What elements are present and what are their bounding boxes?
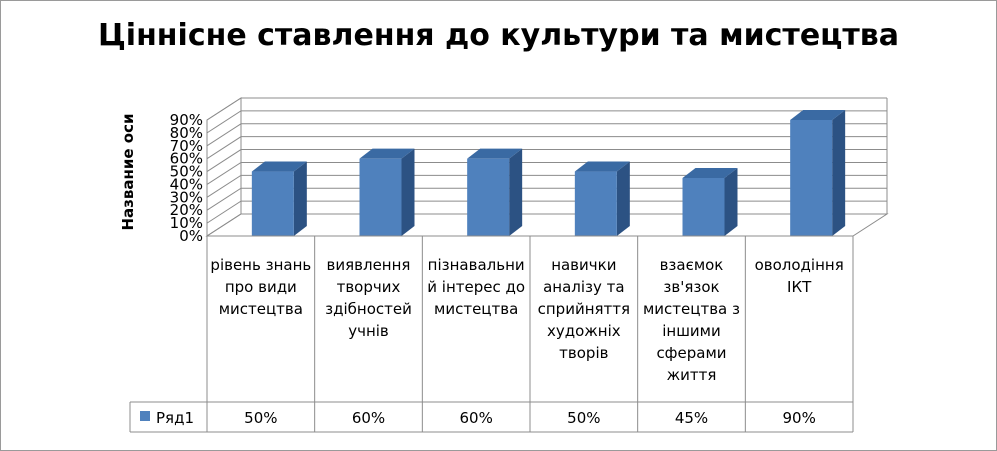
bar-top xyxy=(574,161,630,172)
bar-side xyxy=(832,110,846,236)
bar-side xyxy=(724,168,738,236)
gridline xyxy=(206,213,887,237)
bar xyxy=(682,178,725,236)
bar xyxy=(574,171,617,236)
bar-top xyxy=(251,161,307,172)
y-tick-label: 0% xyxy=(179,227,203,245)
data-value-label: 60% xyxy=(351,409,386,427)
bar-top xyxy=(790,110,846,120)
bar-top xyxy=(682,168,738,178)
gridline xyxy=(206,97,887,121)
y-tick-label: 90% xyxy=(170,111,203,129)
bar xyxy=(467,158,510,236)
gridline xyxy=(206,110,887,134)
bar-side xyxy=(293,161,307,236)
bar xyxy=(251,171,294,236)
legend-key-icon xyxy=(140,411,150,421)
category-label: пізнавальний інтерес до мистецтва xyxy=(427,256,526,318)
category-label: рівень знань про види мистецтва xyxy=(210,256,312,318)
data-value-label: 90% xyxy=(782,409,816,427)
bar xyxy=(359,158,402,236)
y-tick-label: 60% xyxy=(170,150,203,168)
data-value-label: 60% xyxy=(459,409,493,427)
y-tick-label: 20% xyxy=(170,201,203,219)
y-tick-label: 70% xyxy=(170,137,203,155)
data-value-label: 45% xyxy=(674,409,709,427)
category-label: навички аналізу та сприйняття художніх т… xyxy=(537,256,631,362)
gridline xyxy=(206,174,887,198)
category-label: виявлення творчих здібностей учнів xyxy=(325,256,412,340)
bar-side xyxy=(401,148,415,236)
bar xyxy=(790,120,833,236)
gridline xyxy=(206,161,887,185)
floor xyxy=(205,213,889,237)
y-tick-label: 50% xyxy=(170,163,203,181)
gridline xyxy=(206,123,887,147)
bar-side xyxy=(616,161,630,236)
category-label: взаємок зв'язок мистецтва з іншими сфера… xyxy=(642,256,740,384)
gridline xyxy=(206,200,887,224)
side-wall xyxy=(206,97,242,237)
bar-side xyxy=(509,148,523,236)
data-value-label: 50% xyxy=(244,409,278,427)
legend-label: Ряд1 xyxy=(156,409,194,427)
y-tick-label: 10% xyxy=(170,214,203,232)
y-tick-label: 30% xyxy=(170,188,203,206)
gridline xyxy=(206,136,887,160)
y-tick-label: 80% xyxy=(170,124,203,142)
bar-top xyxy=(359,148,415,159)
chart-title: Ціннісне ставлення до культури та мистец… xyxy=(97,18,900,53)
bar-top xyxy=(467,148,523,159)
gridline xyxy=(206,149,887,172)
category-label: оволодіння ІКТ xyxy=(754,256,844,296)
gridline xyxy=(206,187,887,211)
y-tick-label: 40% xyxy=(170,175,203,193)
data-value-label: 50% xyxy=(567,409,601,427)
